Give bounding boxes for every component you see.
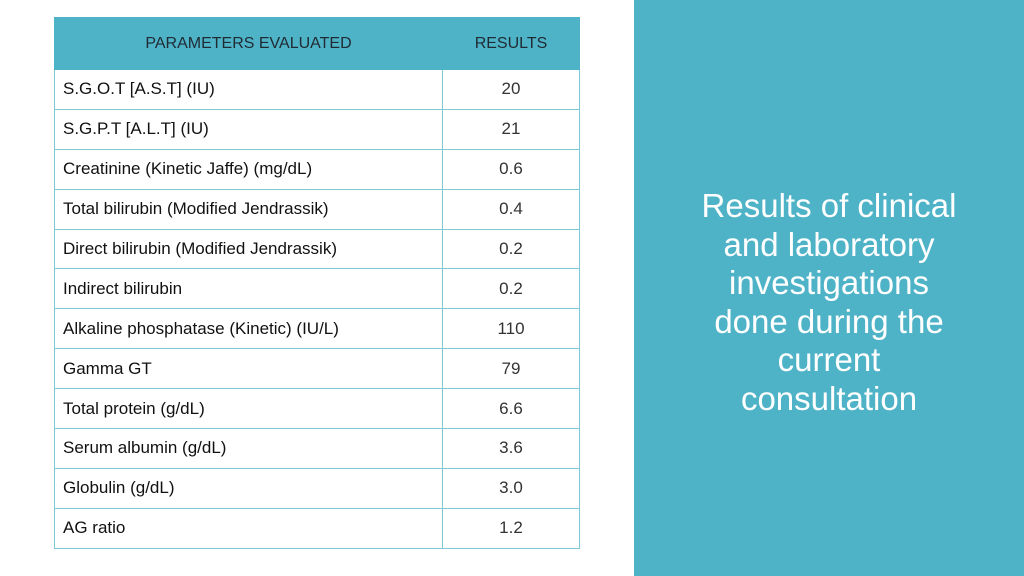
result-cell: 3.0: [442, 467, 580, 509]
result-cell: 21: [442, 108, 580, 150]
title-line: and laboratory: [723, 225, 935, 263]
result-cell: 0.2: [442, 228, 580, 270]
parameter-cell: Globulin (g/dL): [54, 467, 443, 509]
title-line: investigations: [729, 264, 929, 302]
parameter-cell: S.G.O.T [A.S.T] (IU): [54, 69, 443, 110]
parameter-cell: Total protein (g/dL): [54, 388, 443, 430]
table-row: Direct bilirubin (Modified Jendrassik) 0…: [54, 228, 580, 270]
table-header-row: PARAMETERS EVALUATED RESULTS: [54, 17, 580, 70]
parameter-cell: Creatinine (Kinetic Jaffe) (mg/dL): [54, 148, 443, 190]
title-line: current: [777, 341, 881, 379]
table-row: Total protein (g/dL) 6.6: [54, 388, 580, 430]
slide-title: Results of clinical and laboratory inves…: [634, 187, 1024, 419]
parameter-cell: AG ratio: [54, 507, 443, 549]
result-cell: 3.6: [442, 428, 580, 469]
parameter-cell: Gamma GT: [54, 348, 443, 390]
result-cell: 1.2: [442, 507, 580, 549]
table-row: S.G.O.T [A.S.T] (IU) 20: [54, 69, 580, 110]
result-cell: 0.6: [442, 148, 580, 190]
result-cell: 6.6: [442, 388, 580, 430]
result-cell: 79: [442, 348, 580, 390]
table-row: Total bilirubin (Modified Jendrassik) 0.…: [54, 188, 580, 230]
table-row: AG ratio 1.2: [54, 507, 580, 549]
header-results: RESULTS: [442, 17, 580, 70]
header-parameters: PARAMETERS EVALUATED: [54, 17, 443, 70]
parameter-cell: Total bilirubin (Modified Jendrassik): [54, 188, 443, 230]
result-cell: 20: [442, 69, 580, 110]
table-row: Serum albumin (g/dL) 3.6: [54, 428, 580, 469]
result-cell: 0.4: [442, 188, 580, 230]
title-line: consultation: [740, 379, 918, 417]
table-row: Creatinine (Kinetic Jaffe) (mg/dL) 0.6: [54, 148, 580, 190]
table-row: Indirect bilirubin 0.2: [54, 268, 580, 310]
parameter-cell: Alkaline phosphatase (Kinetic) (IU/L): [54, 308, 443, 350]
lab-results-table: PARAMETERS EVALUATED RESULTS S.G.O.T [A.…: [54, 17, 580, 549]
title-line: Results of clinical: [701, 187, 957, 224]
table-row: Gamma GT 79: [54, 348, 580, 390]
table-row: Globulin (g/dL) 3.0: [54, 467, 580, 509]
parameter-cell: Indirect bilirubin: [54, 268, 443, 310]
parameter-cell: S.G.P.T [A.L.T] (IU): [54, 108, 443, 150]
table-row: Alkaline phosphatase (Kinetic) (IU/L) 11…: [54, 308, 580, 350]
parameter-cell: Serum albumin (g/dL): [54, 428, 443, 469]
table-row: S.G.P.T [A.L.T] (IU) 21: [54, 108, 580, 150]
parameter-cell: Direct bilirubin (Modified Jendrassik): [54, 228, 443, 270]
result-cell: 0.2: [442, 268, 580, 310]
title-panel: Results of clinical and laboratory inves…: [634, 0, 1024, 576]
title-line: done during the: [714, 302, 944, 340]
result-cell: 110: [442, 308, 580, 350]
